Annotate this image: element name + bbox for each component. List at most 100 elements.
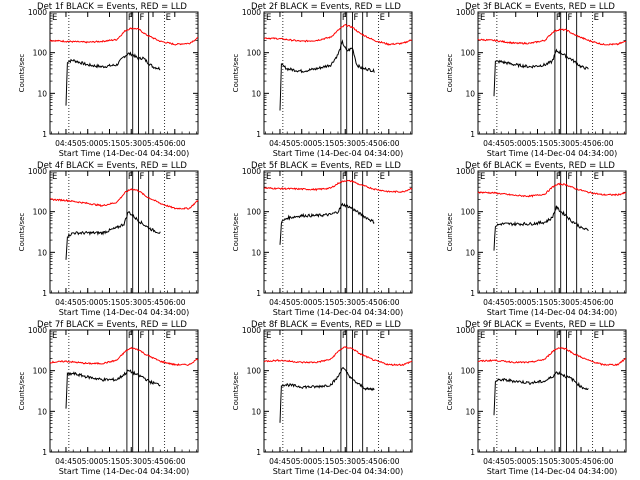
x-tick-label: 06:00 [592,139,614,148]
marker-letter: E [380,172,385,182]
x-axis-label: Start Time (14-Dec-04 04:34:00) [59,308,190,317]
y-tick-label: 1 [42,130,47,139]
x-tick-label: 05:45 [142,457,164,466]
marker-letter: F [354,13,359,23]
marker-letter: E [380,331,385,341]
x-tick-label: 04:45 [269,457,291,466]
x-tick-label: 05:30 [548,139,570,148]
x-tick-label: 06:00 [164,298,186,307]
events-series-line [493,370,589,416]
x-tick-label: 05:15 [313,298,335,307]
x-tick-label: 05:30 [120,457,142,466]
y-axis-label: Counts/sec [232,54,240,93]
x-tick-label: 05:00 [291,298,313,307]
x-tick-label: 06:00 [378,457,400,466]
plot-frame [49,11,199,135]
y-tick-label: 10 [465,89,475,98]
y-tick-label: 10 [37,407,47,416]
y-axis-label: Counts/sec [446,213,454,252]
marker-letter: F [128,13,133,23]
x-tick-label: 04:45 [55,298,77,307]
marker-letter: E [594,13,599,23]
x-tick-label: 05:00 [505,298,527,307]
y-tick-label: 1000 [242,326,261,335]
y-tick-label: 1000 [28,8,47,17]
marker-letter: E [166,172,171,182]
y-tick-label: 100 [33,367,48,376]
panel-title: Det 7f BLACK = Events, RED = LLD [37,320,187,330]
x-tick-label: 05:00 [77,139,99,148]
marker-letter: E [594,331,599,341]
x-tick-label: 05:15 [527,298,549,307]
panel-title: Det 6f BLACK = Events, RED = LLD [465,161,615,171]
detector-panel: Det 2f BLACK = Events, RED = LLD 1 10 100 10… [232,2,413,158]
y-tick-label: 100 [33,49,48,58]
y-tick-label: 1 [470,448,475,457]
y-tick-label: 10 [465,248,475,257]
y-tick-label: 1 [470,130,475,139]
events-series-line [279,202,375,245]
marker-letter: E [52,172,57,182]
marker-letter: E [594,172,599,182]
lld-series-line [50,188,199,210]
x-tick-label: 05:30 [334,457,356,466]
y-tick-label: 10 [251,248,261,257]
events-series-line [279,366,375,423]
lld-series-line [477,182,626,198]
plot-frame [49,329,199,453]
x-axis-label: Start Time (14-Dec-04 04:34:00) [273,149,404,158]
y-tick-label: 1000 [242,8,261,17]
panel-title: Det 4f BLACK = Events, RED = LLD [37,161,187,171]
y-axis-label: Counts/sec [232,372,240,411]
x-tick-label: 05:45 [570,298,592,307]
marker-letter: F [556,331,561,341]
panel-title: Det 8f BLACK = Events, RED = LLD [251,320,401,330]
marker-letter: F [342,13,347,23]
y-tick-label: 1000 [28,167,47,176]
detector-panel: Det 7f BLACK = Events, RED = LLD 1 10 100 10… [18,320,199,476]
marker-letter: F [568,172,573,182]
y-tick-label: 1000 [28,326,47,335]
detector-panel: Det 3f BLACK = Events, RED = LLD 1 10 100 10… [446,2,627,158]
marker-letter: E [266,172,271,182]
x-tick-label: 05:30 [120,298,142,307]
detector-panel: Det 9f BLACK = Events, RED = LLD 1 10 100 10… [446,320,627,476]
x-tick-label: 05:30 [548,298,570,307]
panel-title: Det 9f BLACK = Events, RED = LLD [465,320,615,330]
panel-title: Det 1f BLACK = Events, RED = LLD [37,2,187,12]
y-tick-label: 1 [42,289,47,298]
x-tick-label: 04:45 [483,298,505,307]
x-tick-label: 05:00 [505,457,527,466]
x-tick-label: 05:45 [356,457,378,466]
marker-letter: F [140,331,145,341]
x-tick-label: 05:15 [99,298,121,307]
plot-frame [477,11,627,135]
x-axis-label: Start Time (14-Dec-04 04:34:00) [59,149,190,158]
x-tick-label: 05:00 [77,457,99,466]
x-axis-label: Start Time (14-Dec-04 04:34:00) [487,149,618,158]
plot-frame [477,329,627,453]
x-tick-label: 05:45 [142,139,164,148]
panel-title: Det 5f BLACK = Events, RED = LLD [251,161,401,171]
x-tick-label: 05:15 [527,139,549,148]
y-tick-label: 1000 [456,326,475,335]
marker-letter: F [342,172,347,182]
x-tick-label: 05:45 [570,139,592,148]
detector-panel: Det 1f BLACK = Events, RED = LLD 1 10 100 10… [18,2,199,158]
y-tick-label: 100 [33,208,48,217]
x-axis-label: Start Time (14-Dec-04 04:34:00) [59,467,190,476]
y-tick-label: 1000 [456,167,475,176]
events-series-line [493,205,589,251]
detector-panel: Det 6f BLACK = Events, RED = LLD 1 10 100 10… [446,161,627,317]
marker-letter: E [52,13,57,23]
x-tick-label: 05:15 [99,457,121,466]
lld-series-line [477,347,627,367]
marker-letter: F [128,331,133,341]
x-tick-label: 04:45 [483,139,505,148]
events-series-line [279,39,375,111]
marker-letter: E [266,13,271,23]
y-axis-label: Counts/sec [18,54,26,93]
y-tick-label: 100 [247,367,262,376]
marker-letter: F [568,13,573,23]
